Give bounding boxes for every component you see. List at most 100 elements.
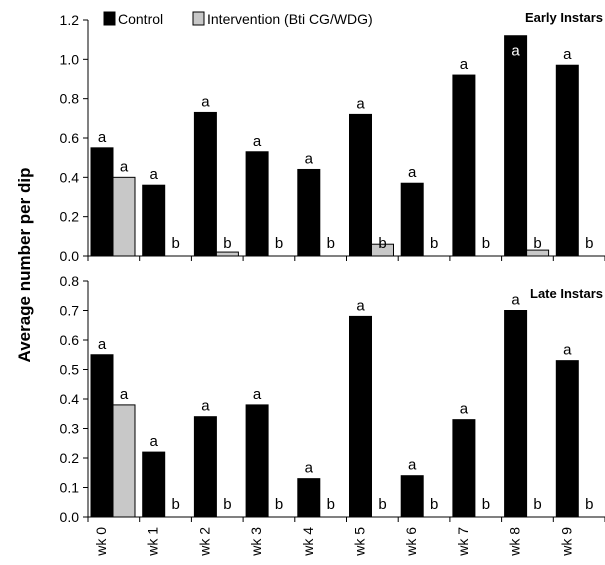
bar-control — [349, 315, 372, 518]
sig-label-control: a — [408, 164, 417, 181]
bar-control — [349, 113, 372, 257]
bar-control — [193, 111, 217, 257]
bar-control — [400, 182, 424, 257]
y-tick-label: 0.2 — [60, 209, 80, 225]
sig-label-intervention: b — [378, 496, 386, 513]
x-axis-labels: wk 0 wk 1 wk 2 wk 3 wk 4 wk 5 wk 6 wk 7 wk 8 wk 9 — [93, 527, 574, 557]
sig-label-control: a — [201, 93, 210, 110]
sig-label-intervention: b — [223, 235, 231, 252]
bar-control — [297, 478, 321, 518]
bar-control — [555, 64, 579, 257]
y-tick-label: 0.0 — [60, 509, 80, 525]
sig-label-intervention: b — [482, 235, 490, 252]
sig-label-control: a — [511, 292, 520, 309]
sig-label-control: a — [408, 457, 417, 474]
bar-control — [452, 74, 476, 257]
sig-label-intervention: b — [327, 496, 335, 513]
x-tick-label: wk 7 — [455, 527, 471, 557]
y-tick-label: 1.2 — [60, 12, 80, 28]
legend-swatch-intervention — [192, 11, 205, 26]
sig-label-intervention: b — [430, 235, 438, 252]
sig-label-control: a — [356, 95, 365, 112]
legend-swatch-control — [103, 11, 116, 26]
bar-control — [297, 168, 321, 257]
x-tick-label: wk 1 — [145, 527, 161, 557]
sig-label-control: a — [150, 166, 159, 183]
bar-control — [555, 360, 579, 518]
panel-late-instars: 0.0 0.1 0.2 0.3 0.4 0.5 0.6 0.7 0.8 Late Instars a… — [60, 273, 605, 525]
x-tick-label: wk 6 — [403, 527, 419, 557]
panel-title: Late Instars — [530, 286, 603, 301]
y-tick-label: 0.3 — [60, 421, 80, 437]
x-tick-label: wk 4 — [300, 527, 316, 557]
bar-control — [400, 475, 424, 518]
legend-label-intervention: Intervention (Bti CG/WDG) — [207, 11, 373, 27]
y-tick-label: 0.7 — [60, 303, 80, 319]
sig-label-intervention: b — [172, 235, 180, 252]
bar-control — [193, 416, 217, 518]
sig-label-intervention: b — [172, 496, 180, 513]
sig-label-intervention: b — [482, 496, 490, 513]
sig-label-control: a — [253, 133, 262, 150]
sig-label-intervention: b — [585, 235, 593, 252]
sig-label-control: a — [356, 297, 365, 314]
bar-intervention — [215, 251, 239, 257]
y-tick-label: 0.4 — [60, 169, 80, 185]
bar-intervention — [526, 249, 550, 257]
bar-control — [90, 354, 114, 518]
sig-label-intervention: b — [327, 235, 335, 252]
y-tick-label: 0.1 — [60, 480, 80, 496]
bar-control — [504, 310, 528, 518]
bar-control — [245, 404, 269, 518]
sig-label-control: a — [511, 43, 520, 60]
sig-label-intervention: a — [120, 158, 129, 175]
x-tick-label: wk 3 — [248, 527, 264, 557]
y-tick-label: 0.2 — [60, 450, 80, 466]
legend: Control Intervention (Bti CG/WDG) — [103, 11, 373, 27]
sig-label-intervention: b — [378, 235, 386, 252]
panel-title: Early Instars — [525, 10, 603, 25]
sig-label-intervention: a — [120, 386, 129, 403]
y-tick-label: 0.6 — [60, 130, 80, 146]
sig-label-control: a — [253, 386, 262, 403]
bar-intervention — [112, 176, 136, 257]
sig-label-control: a — [460, 56, 469, 73]
bar-intervention — [112, 404, 136, 518]
x-tick-label: wk 0 — [93, 527, 109, 557]
y-tick-label: 0.8 — [60, 273, 80, 289]
sig-label-intervention: b — [275, 235, 283, 252]
y-axis-label: Average number per dip — [15, 168, 34, 363]
bar-control — [142, 184, 166, 257]
sig-label-control: a — [563, 342, 572, 359]
x-tick-label: wk 8 — [507, 527, 523, 557]
sig-label-control: a — [98, 336, 107, 353]
y-tick-label: 0.8 — [60, 91, 80, 107]
bar-control — [90, 147, 114, 257]
bar-control — [245, 151, 269, 257]
sig-label-intervention: b — [585, 496, 593, 513]
sig-label-intervention: b — [430, 496, 438, 513]
x-tick-label: wk 2 — [196, 527, 212, 557]
x-tick-label: wk 9 — [558, 527, 574, 557]
y-tick-label: 0.0 — [60, 248, 80, 264]
legend-label-control: Control — [118, 11, 163, 27]
sig-label-control: a — [98, 129, 107, 146]
y-tick-label: 1.0 — [60, 51, 80, 67]
sig-label-control: a — [460, 401, 469, 418]
sig-label-control: a — [150, 433, 159, 450]
sig-label-intervention: b — [533, 496, 541, 513]
y-tick-label: 0.5 — [60, 362, 80, 378]
bar-intervention — [371, 243, 394, 257]
sig-label-control: a — [305, 150, 314, 167]
y-tick-label: 0.4 — [60, 391, 80, 407]
sig-label-control: a — [201, 398, 210, 415]
bar-control — [452, 419, 476, 518]
sig-label-intervention: b — [533, 235, 541, 252]
bar-control — [142, 451, 166, 518]
sig-label-intervention: b — [275, 496, 283, 513]
sig-label-intervention: b — [223, 496, 231, 513]
x-tick-label: wk 5 — [352, 527, 368, 557]
sig-label-control: a — [563, 46, 572, 63]
